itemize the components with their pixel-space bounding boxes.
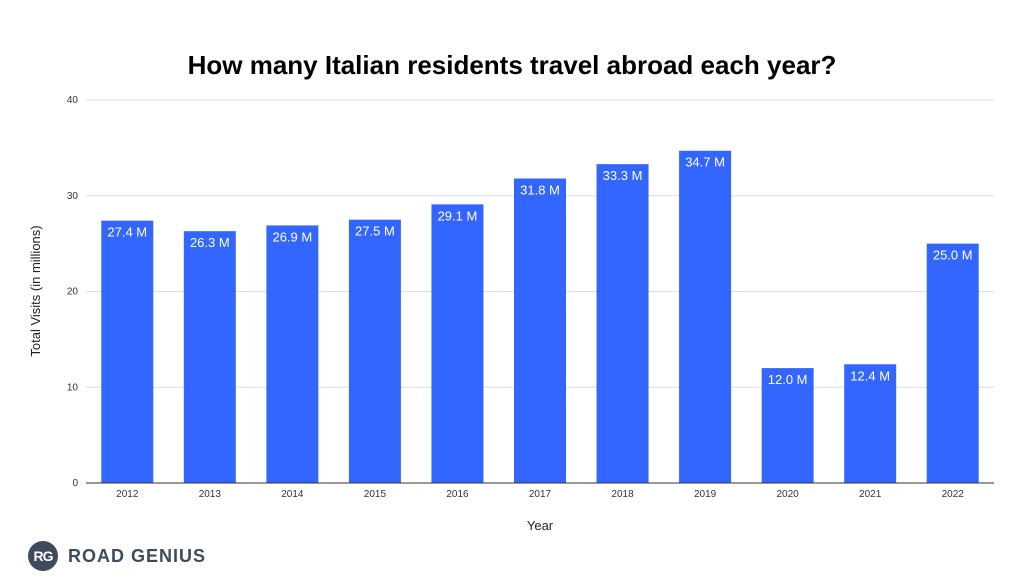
x-tick-label-2013: 2013 bbox=[199, 489, 222, 500]
y-axis-label: Total Visits (in millions) bbox=[28, 225, 43, 356]
x-tick-label-2018: 2018 bbox=[611, 489, 634, 500]
data-label-2022: 25.0 M bbox=[933, 248, 973, 263]
bars bbox=[101, 150, 979, 483]
bar-2018 bbox=[596, 164, 649, 483]
x-tick-label-2014: 2014 bbox=[281, 489, 304, 500]
bar-2015 bbox=[348, 219, 401, 483]
data-label-2012: 27.4 M bbox=[107, 225, 147, 240]
logo-text: ROAD GENIUS bbox=[68, 545, 207, 566]
data-label-2014: 26.9 M bbox=[272, 229, 312, 244]
y-tick-label: 40 bbox=[67, 95, 79, 106]
x-tick-label-2022: 2022 bbox=[942, 489, 965, 500]
data-label-2017: 31.8 M bbox=[520, 183, 560, 198]
x-tick-label-2012: 2012 bbox=[116, 489, 139, 500]
data-label-2019: 34.7 M bbox=[685, 155, 725, 170]
x-tick-label-2017: 2017 bbox=[529, 489, 552, 500]
data-labels: 27.4 M 26.3 M 26.9 M 27.5 M 29.1 M 31.8 M 33.3… bbox=[107, 155, 972, 387]
x-tick-label-2016: 2016 bbox=[446, 489, 469, 500]
y-tick-label: 30 bbox=[67, 191, 79, 202]
data-label-2018: 33.3 M bbox=[603, 168, 643, 183]
bar-2014 bbox=[266, 225, 319, 483]
data-label-2016: 29.1 M bbox=[438, 208, 478, 223]
chart-title: How many Italian residents travel abroad… bbox=[188, 50, 837, 80]
x-tick-label-2020: 2020 bbox=[777, 489, 800, 500]
x-tick-label-2019: 2019 bbox=[694, 489, 717, 500]
y-tick-label: 0 bbox=[72, 478, 78, 489]
x-tick-label-2015: 2015 bbox=[364, 489, 387, 500]
bar-2017 bbox=[514, 178, 566, 483]
bar-2020 bbox=[761, 368, 814, 483]
data-label-2015: 27.5 M bbox=[355, 224, 395, 239]
bar-chart: How many Italian residents travel abroad… bbox=[28, 50, 994, 533]
data-label-2020: 12.0 M bbox=[768, 372, 808, 387]
bar-2016 bbox=[431, 204, 484, 483]
y-tick-label: 10 bbox=[67, 382, 79, 393]
bar-2022 bbox=[926, 243, 979, 483]
bar-2012 bbox=[101, 220, 154, 483]
road-genius-logo: RG ROAD GENIUS bbox=[28, 540, 206, 572]
logo-badge: RG bbox=[28, 541, 58, 571]
data-label-2021: 12.4 M bbox=[850, 368, 890, 383]
x-axis-ticks: 2012 2013 2014 2015 2016 2017 2018 2019 2020 2021… bbox=[116, 489, 964, 500]
x-axis-label: Year bbox=[527, 518, 554, 533]
y-tick-label: 20 bbox=[67, 287, 79, 298]
y-axis-ticks: 0 10 20 30 40 bbox=[67, 95, 79, 489]
data-label-2013: 26.3 M bbox=[190, 235, 230, 250]
x-tick-label-2021: 2021 bbox=[859, 489, 882, 500]
bar-2021 bbox=[844, 364, 897, 483]
bar-2013 bbox=[183, 231, 236, 483]
bar-2019 bbox=[679, 150, 732, 483]
